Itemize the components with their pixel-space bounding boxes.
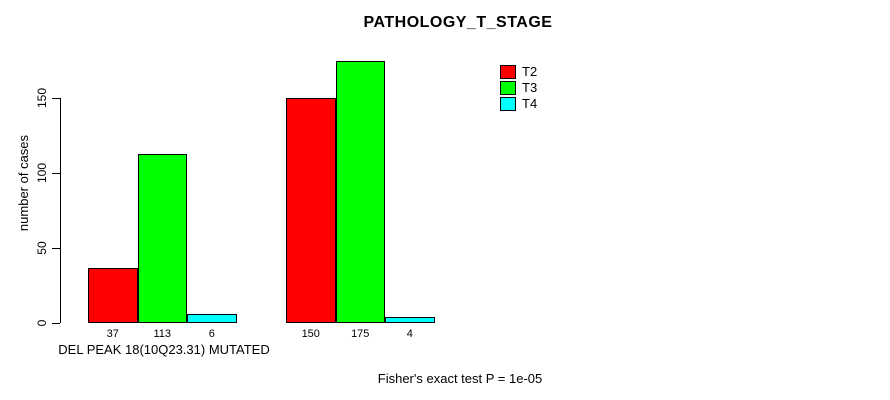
y-tick-mark <box>52 97 60 99</box>
legend: T2 T3 T4 <box>500 65 537 113</box>
bar-t3-group1 <box>137 153 187 323</box>
bar-value-label: 113 <box>153 328 172 340</box>
bar-value-label: 6 <box>208 328 215 340</box>
bar-value-label: 175 <box>351 328 370 340</box>
legend-swatch-t2 <box>500 65 516 79</box>
bar-value-label: 37 <box>106 328 119 340</box>
y-tick-label: 150 <box>35 87 49 109</box>
legend-item-t2: T2 <box>500 65 537 79</box>
fisher-test-annotation: Fisher's exact test P = 1e-05 <box>377 371 543 386</box>
bar-value-label: 150 <box>301 328 320 340</box>
y-tick-mark <box>52 322 60 324</box>
bar-t4-group1 <box>187 314 237 323</box>
legend-item-t4: T4 <box>500 97 537 111</box>
legend-label-t4: T4 <box>522 96 538 111</box>
bar-value-label: 4 <box>406 328 413 340</box>
legend-item-t3: T3 <box>500 81 537 95</box>
legend-label-t2: T2 <box>522 64 538 79</box>
legend-swatch-t4 <box>500 97 516 111</box>
y-tick-mark <box>52 247 60 249</box>
legend-swatch-t3 <box>500 81 516 95</box>
y-tick-label: 0 <box>35 319 49 327</box>
x-axis-title: DEL PEAK 18(10Q23.31) MUTATED <box>58 342 270 357</box>
y-tick-mark <box>52 172 60 174</box>
chart-title: PATHOLOGY_T_STAGE <box>363 14 553 31</box>
legend-label-t3: T3 <box>522 80 538 95</box>
y-axis-title: number of cases <box>16 134 31 232</box>
bar-t2-group2 <box>286 98 336 323</box>
bar-t2-group1 <box>88 267 138 323</box>
bar-t4-group2 <box>385 317 435 323</box>
y-axis-line <box>60 98 61 323</box>
bar-t3-group2 <box>335 60 385 323</box>
y-tick-label: 100 <box>35 162 49 184</box>
y-tick-label: 50 <box>35 241 49 255</box>
